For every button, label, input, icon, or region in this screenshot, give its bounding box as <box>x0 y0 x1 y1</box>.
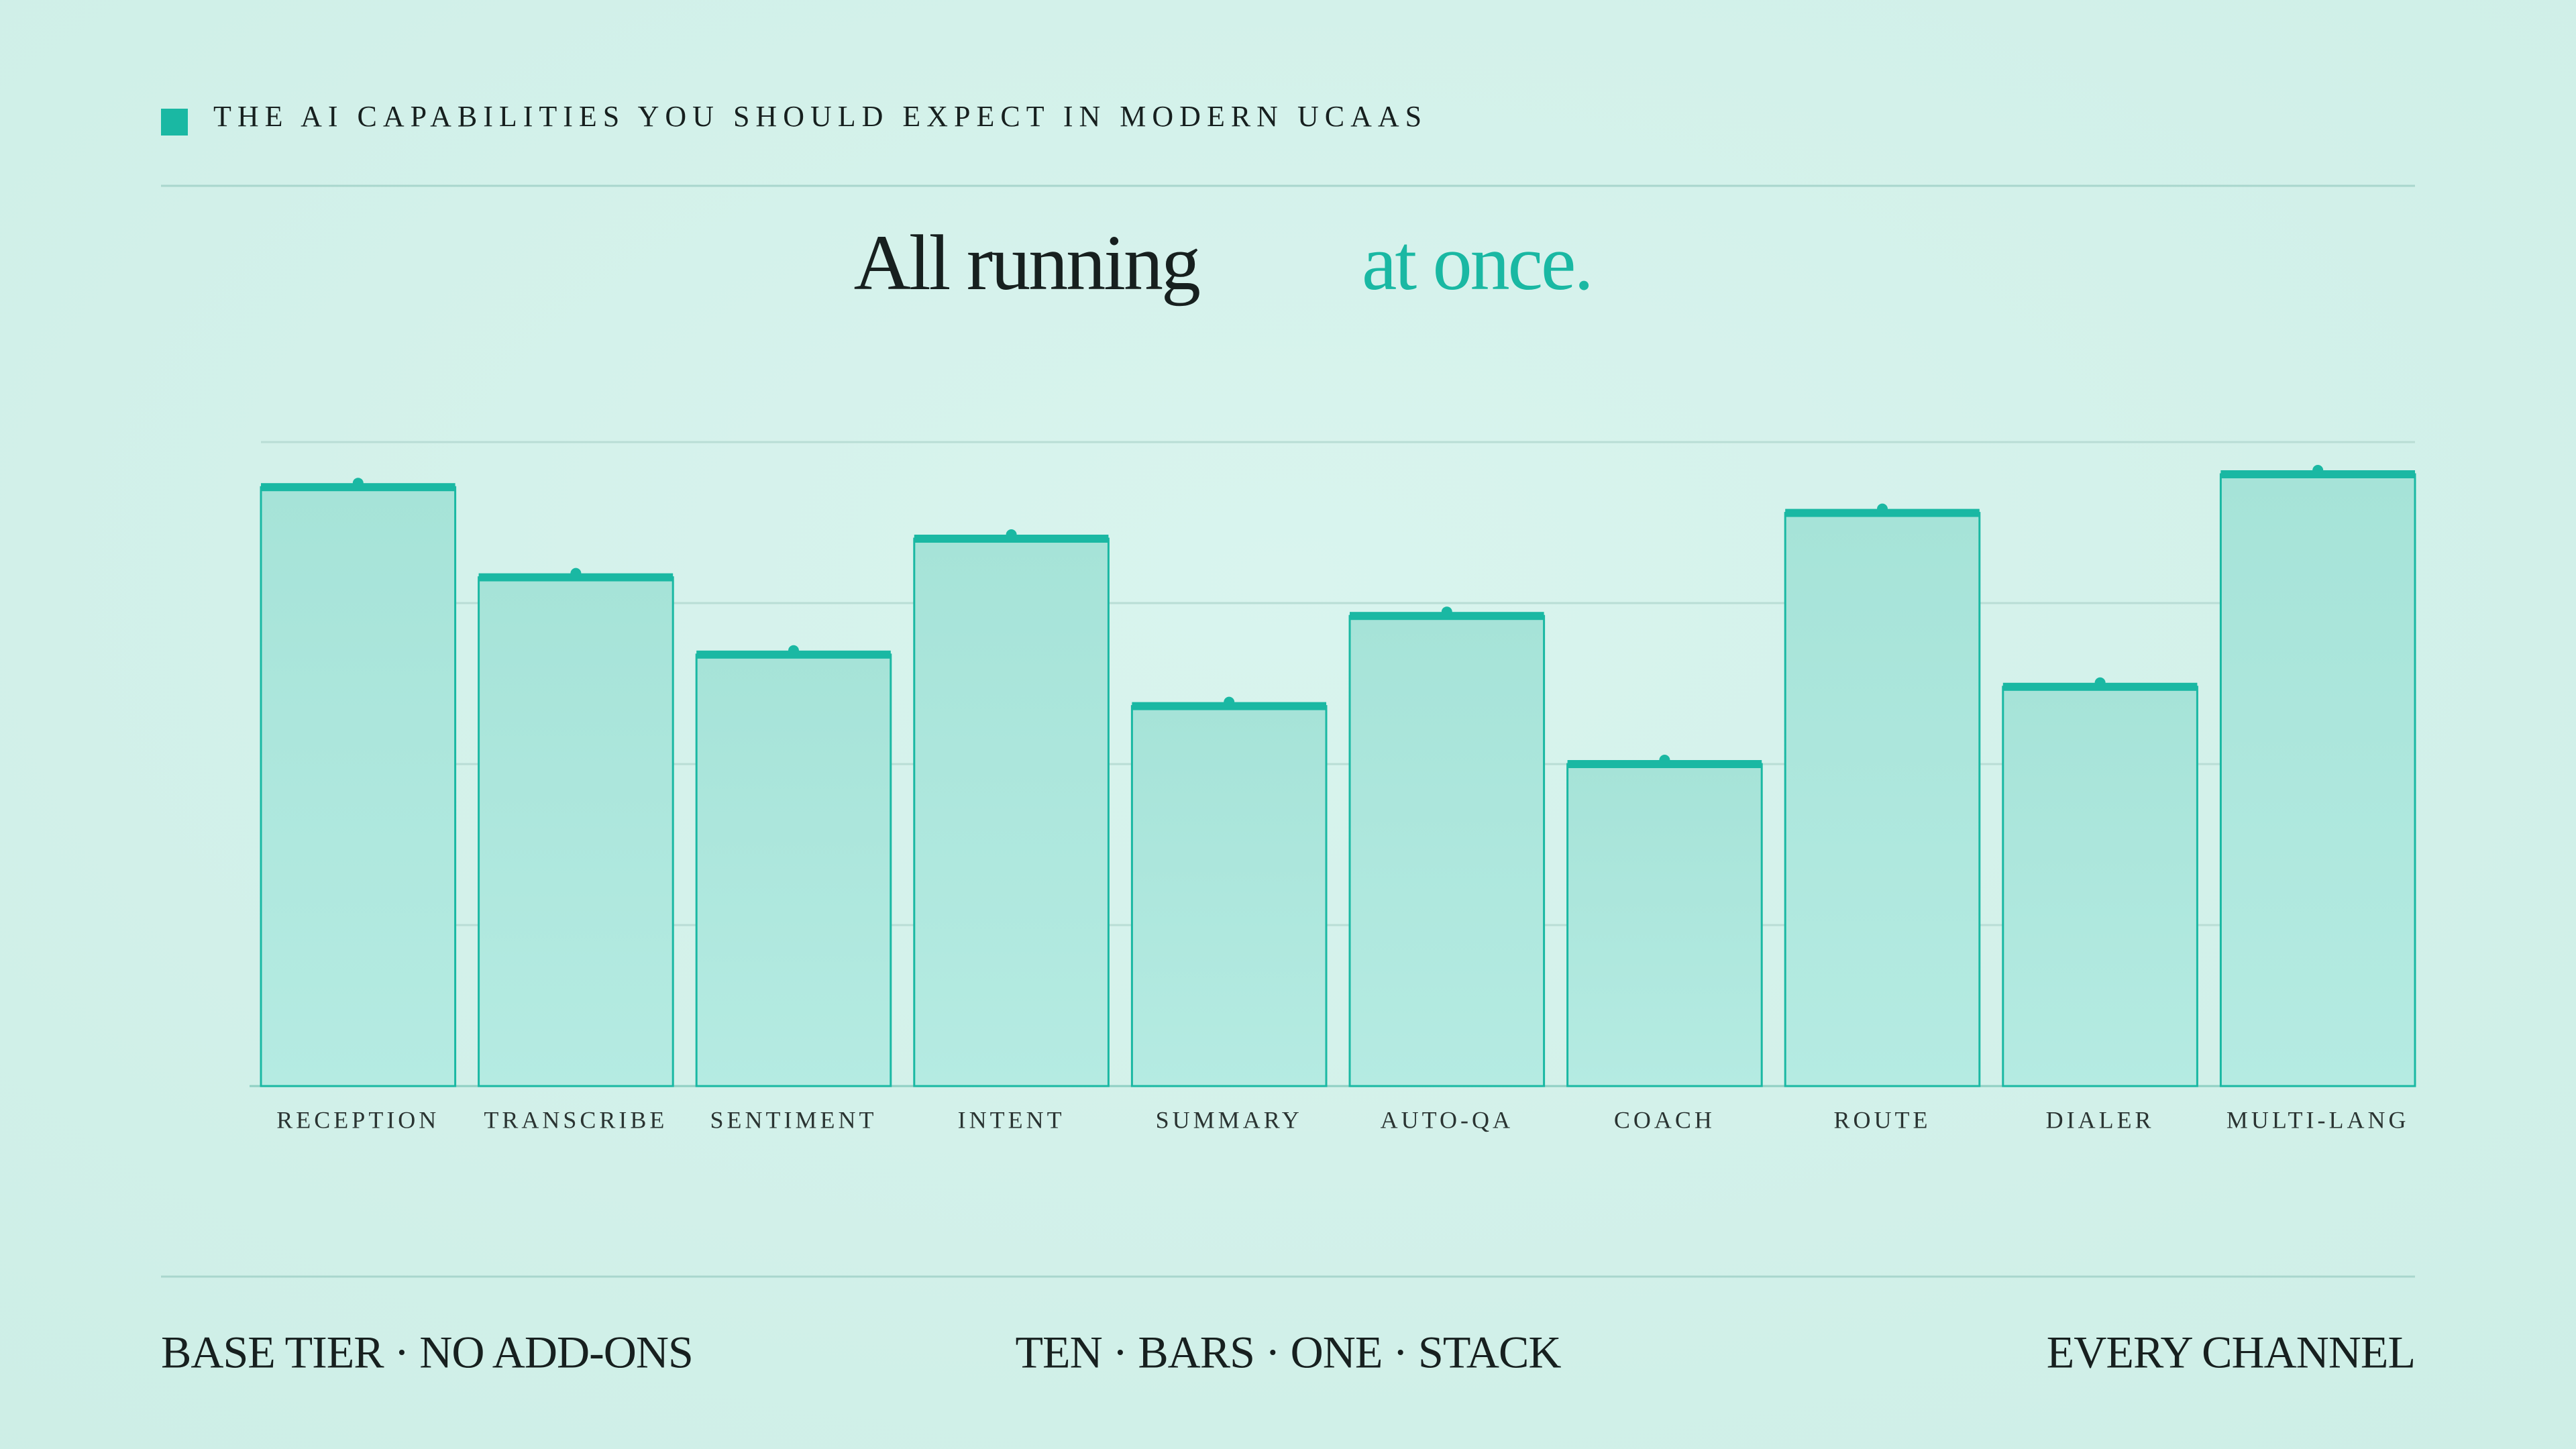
x-tick-label: SENTIMENT <box>710 1106 877 1133</box>
bar <box>260 486 457 1087</box>
footer-center: TEN · BARS · ONE · STACK <box>1016 1327 1562 1378</box>
x-tick-label: COACH <box>1614 1106 1715 1133</box>
footer-right: EVERY CHANNEL <box>2047 1327 2415 1378</box>
header-label: THE AI CAPABILITIES YOU SHOULD EXPECT IN… <box>213 100 1428 133</box>
bar <box>913 537 1110 1087</box>
bar <box>1566 763 1763 1087</box>
footer-left: BASE TIER · NO ADD-ONS <box>161 1327 693 1378</box>
x-tick-label: ROUTE <box>1834 1106 1931 1133</box>
bar <box>2219 473 2416 1087</box>
x-tick-label: SUMMARY <box>1156 1106 1303 1133</box>
bar-dot <box>2312 465 2324 476</box>
header-marker <box>161 109 188 136</box>
bar-dot <box>1006 529 1017 540</box>
bar-dot <box>1441 606 1452 618</box>
bar-dot <box>352 478 364 489</box>
x-tick-label: AUTO-QA <box>1381 1106 1513 1133</box>
bar <box>1784 512 1981 1087</box>
bar-dot <box>1224 696 1235 708</box>
bar-dot <box>1877 503 1888 515</box>
chart-title: All running <box>854 219 1199 307</box>
bar-dot <box>2094 677 2106 688</box>
bar <box>695 653 892 1087</box>
x-tick-label: TRANSCRIBE <box>484 1106 667 1133</box>
bar <box>1348 614 1546 1087</box>
bar <box>2002 686 2198 1087</box>
x-tick-label: INTENT <box>958 1106 1065 1133</box>
bar <box>478 576 674 1087</box>
bar-dot <box>788 645 799 656</box>
x-tick-label: RECEPTION <box>276 1106 439 1133</box>
plot: RECEPTION TRANSCRIBE SENTIMENT INTENT SUMMAR… <box>250 441 2416 1133</box>
bar-dot <box>1659 755 1670 765</box>
x-tick-label: MULTI-LANG <box>2226 1106 2410 1133</box>
bar <box>1130 705 1328 1087</box>
x-tick-label: DIALER <box>2046 1106 2155 1133</box>
chart-title-accent: at once. <box>1362 219 1592 307</box>
bar-dot <box>570 568 582 579</box>
